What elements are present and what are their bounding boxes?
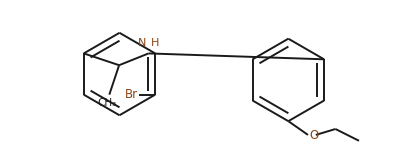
Text: Br: Br xyxy=(125,88,138,101)
Text: CH₃: CH₃ xyxy=(98,98,117,108)
Text: N: N xyxy=(138,38,146,48)
Text: H: H xyxy=(150,38,159,48)
Text: O: O xyxy=(309,129,318,142)
